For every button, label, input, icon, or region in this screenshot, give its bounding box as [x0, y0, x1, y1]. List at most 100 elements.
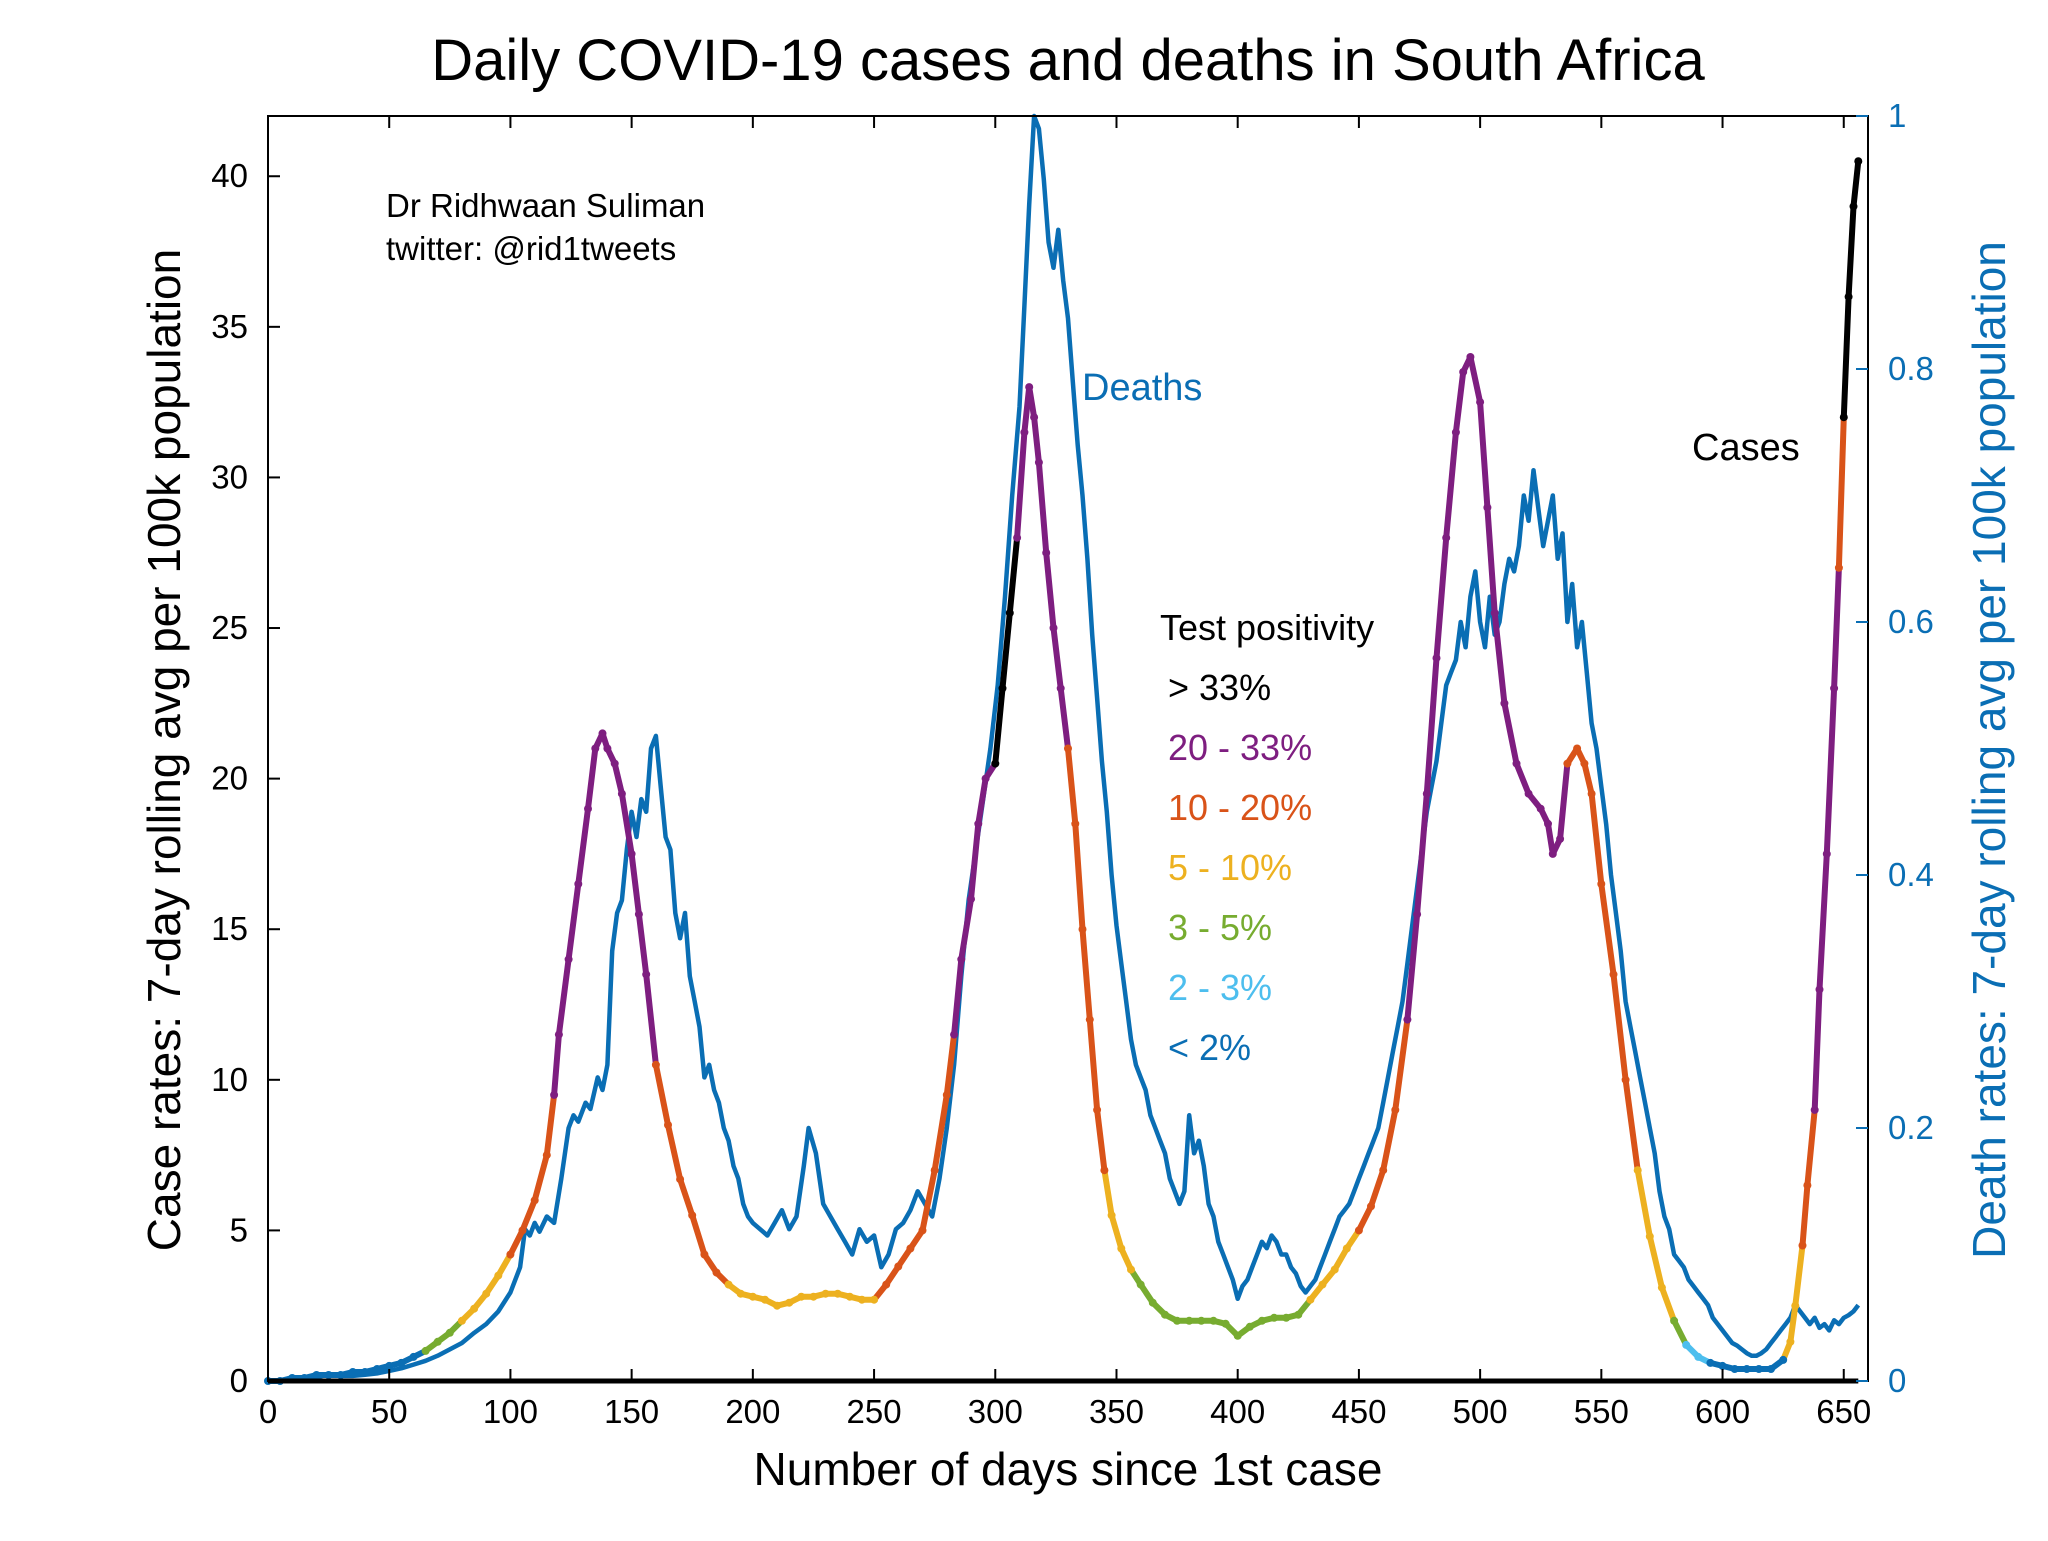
cases-segment — [543, 1091, 558, 1159]
cases-segment — [1831, 564, 1842, 692]
cases-segment — [1380, 1106, 1399, 1174]
cases-point — [482, 1289, 491, 1298]
cases-point — [550, 1090, 559, 1099]
y-left-tick-label: 15 — [211, 910, 248, 947]
cases-point — [833, 1289, 842, 1298]
cases-point — [361, 1368, 369, 1376]
cases-point — [1742, 1365, 1751, 1373]
cases-point — [773, 1301, 782, 1310]
cases-point — [1432, 654, 1441, 663]
x-tick-label: 100 — [483, 1393, 538, 1430]
cases-segment — [575, 805, 591, 887]
cases-segment — [1845, 203, 1857, 300]
y-left-tick-label: 10 — [211, 1061, 248, 1098]
cases-segment — [643, 971, 659, 1068]
cases-segment — [1634, 1167, 1653, 1240]
cases-segment — [992, 685, 1006, 767]
cases-segment — [1835, 414, 1847, 571]
y-left-tick-label: 0 — [230, 1362, 248, 1399]
y-right-tick-label: 0.4 — [1888, 856, 1934, 893]
cases-point — [642, 970, 651, 979]
cases-segment — [951, 956, 965, 1038]
cases-point — [1064, 744, 1072, 753]
cases-segment — [1057, 685, 1071, 752]
x-tick-label: 500 — [1453, 1393, 1508, 1430]
cases-point — [1849, 202, 1858, 211]
cases-point — [1034, 458, 1043, 467]
chart-title: Daily COVID-19 cases and deaths in South… — [431, 28, 1705, 93]
cases-segment — [1086, 1016, 1101, 1113]
cases-point — [1107, 1211, 1116, 1220]
cases-point — [1791, 1301, 1800, 1310]
cases-point — [1466, 353, 1475, 361]
legend-item: 3 - 5% — [1168, 907, 1272, 948]
cases-segment — [1079, 926, 1093, 1023]
y-right-tick-label: 0.2 — [1888, 1109, 1934, 1146]
cases-point — [1136, 1280, 1145, 1289]
cases-point — [1706, 1358, 1715, 1367]
cases-point — [1621, 1075, 1630, 1084]
cases-segment — [1598, 881, 1617, 978]
cases-point — [1127, 1265, 1135, 1274]
cases-point — [1767, 1365, 1775, 1373]
x-tick-label: 50 — [371, 1393, 408, 1430]
cases-point — [651, 1060, 660, 1069]
cases-point — [1013, 533, 1022, 542]
cases-series-label: Cases — [1692, 427, 1800, 469]
cases-point — [1459, 368, 1468, 376]
cases-segment — [1423, 655, 1440, 797]
cases-segment — [1610, 971, 1629, 1083]
cases-point — [1451, 428, 1460, 437]
cases-point — [1490, 609, 1499, 617]
cases-segment — [1792, 1242, 1806, 1309]
cases-point — [1657, 1283, 1666, 1292]
cases-point — [1025, 383, 1034, 392]
cases-point — [542, 1151, 551, 1160]
cases-segment — [1006, 534, 1021, 616]
cases-point — [1670, 1316, 1679, 1325]
cases-point — [1556, 834, 1565, 843]
cases-point — [906, 1244, 915, 1253]
cases-point — [1830, 684, 1839, 693]
cases-segment — [931, 1091, 950, 1174]
cases-point — [445, 1328, 454, 1337]
cases-segment — [1671, 1317, 1690, 1348]
cases-segment — [1368, 1167, 1387, 1210]
cases-segment — [585, 745, 599, 812]
cases-segment — [1094, 1106, 1108, 1174]
axis-ticks: 0 50 100 150 200 250 300 350 400 450 500 550 600 6500… — [211, 97, 1934, 1430]
y-left-tick-label: 30 — [211, 458, 248, 495]
cases-point — [1078, 925, 1087, 934]
cases-point — [957, 955, 966, 964]
cases-point — [373, 1365, 382, 1373]
x-tick-label: 250 — [847, 1393, 902, 1430]
cases-segment — [1484, 504, 1498, 616]
cases-point — [664, 1121, 672, 1129]
y-left-tick-label: 5 — [230, 1211, 248, 1248]
cases-segment — [565, 881, 582, 963]
cases-point — [1257, 1316, 1266, 1325]
cases-point — [591, 744, 600, 753]
cases-point — [1754, 1365, 1763, 1373]
cases-segment — [943, 1031, 958, 1098]
cases-point — [1854, 157, 1863, 166]
cases-point — [918, 1226, 927, 1235]
cases-point — [1803, 1181, 1812, 1190]
cases-point — [584, 804, 592, 813]
cases-point — [385, 1361, 394, 1370]
cases-point — [1100, 1166, 1109, 1175]
cases-point — [506, 1250, 515, 1259]
y-left-tick-label: 35 — [211, 308, 248, 345]
cases-point — [1779, 1355, 1788, 1364]
cases-point — [470, 1304, 479, 1313]
cases-point — [1839, 413, 1848, 422]
cases-point — [1185, 1316, 1194, 1325]
cases-point — [1500, 699, 1509, 708]
cases-point — [1270, 1313, 1279, 1322]
cases-segment — [1072, 820, 1086, 933]
cases-point — [610, 759, 619, 768]
cases-point — [1834, 563, 1843, 572]
cases-point — [336, 1371, 345, 1379]
cases-segment — [555, 956, 572, 1038]
x-tick-label: 350 — [1089, 1393, 1144, 1430]
